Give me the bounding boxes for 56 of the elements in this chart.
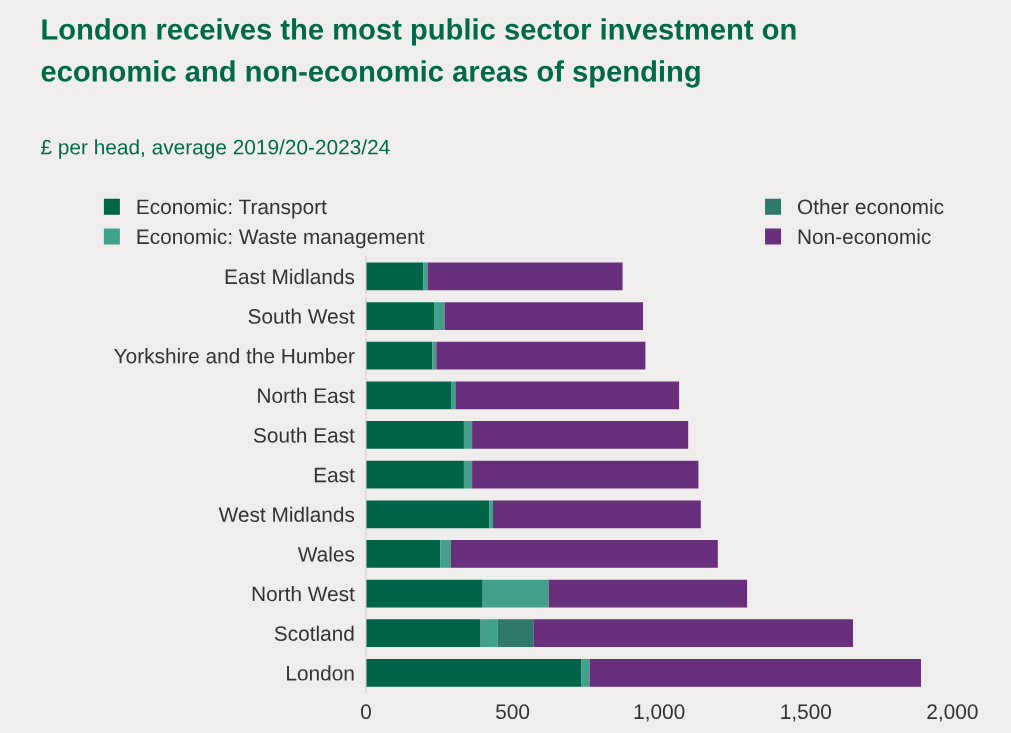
bar [365,460,464,489]
bar [365,262,424,291]
y-tick-label: East Midlands [225,268,355,285]
bar [533,619,853,648]
bar [444,302,644,330]
y-tick-label: North West [252,586,355,602]
bar [482,579,549,608]
bar [450,540,718,568]
bar [365,658,582,687]
bar [427,262,623,291]
legend-label: Non-economic [798,228,931,245]
y-tick-label: Wales [297,546,355,562]
bar [472,460,699,489]
x-tick-label: 500 [496,704,530,720]
bar [497,619,534,648]
bar [451,381,456,410]
bar [365,381,452,410]
legend-label: Other economic [797,198,944,215]
bar [365,500,490,529]
y-tick-label: West Midlands [218,506,355,523]
chart-subtitle: £ per head, average 2019/20-2023/24 [41,139,390,159]
bar [472,421,689,449]
legend-label: Economic: Waste management [137,228,425,249]
x-tick-label: 0 [361,704,371,720]
y-tick-label: London [287,665,354,681]
bar [365,540,441,568]
bar [440,540,451,568]
bar [423,262,428,291]
y-tick-label: East [314,467,355,483]
legend-label: Economic: Transport [137,198,327,219]
x-tick-label: 1,000 [634,704,685,722]
bar [365,619,481,648]
bar [492,500,701,529]
bar [581,658,590,687]
x-tick-label: 2,000 [927,704,978,722]
y-tick-label: Yorkshire and the Humber [114,348,355,364]
y-tick-label: North East [258,387,355,404]
bar [455,381,680,410]
y-tick-label: South West [248,308,355,324]
bar [480,619,498,648]
bar [365,302,434,330]
bar [434,302,445,330]
bar [489,500,493,529]
bar [365,579,483,608]
bar [365,341,433,370]
bar [365,421,464,449]
bar [436,341,646,370]
x-tick-label: 1,500 [781,704,832,722]
bar [463,460,473,489]
bar [432,341,437,370]
y-tick-label: South East [253,427,355,443]
chart-title: London receives the most public sector investment on economic and non-economic areas of spending [41,18,796,88]
bar [548,579,748,608]
bar [463,421,473,449]
y-tick-label: Scotland [274,625,354,641]
bar [589,658,921,687]
